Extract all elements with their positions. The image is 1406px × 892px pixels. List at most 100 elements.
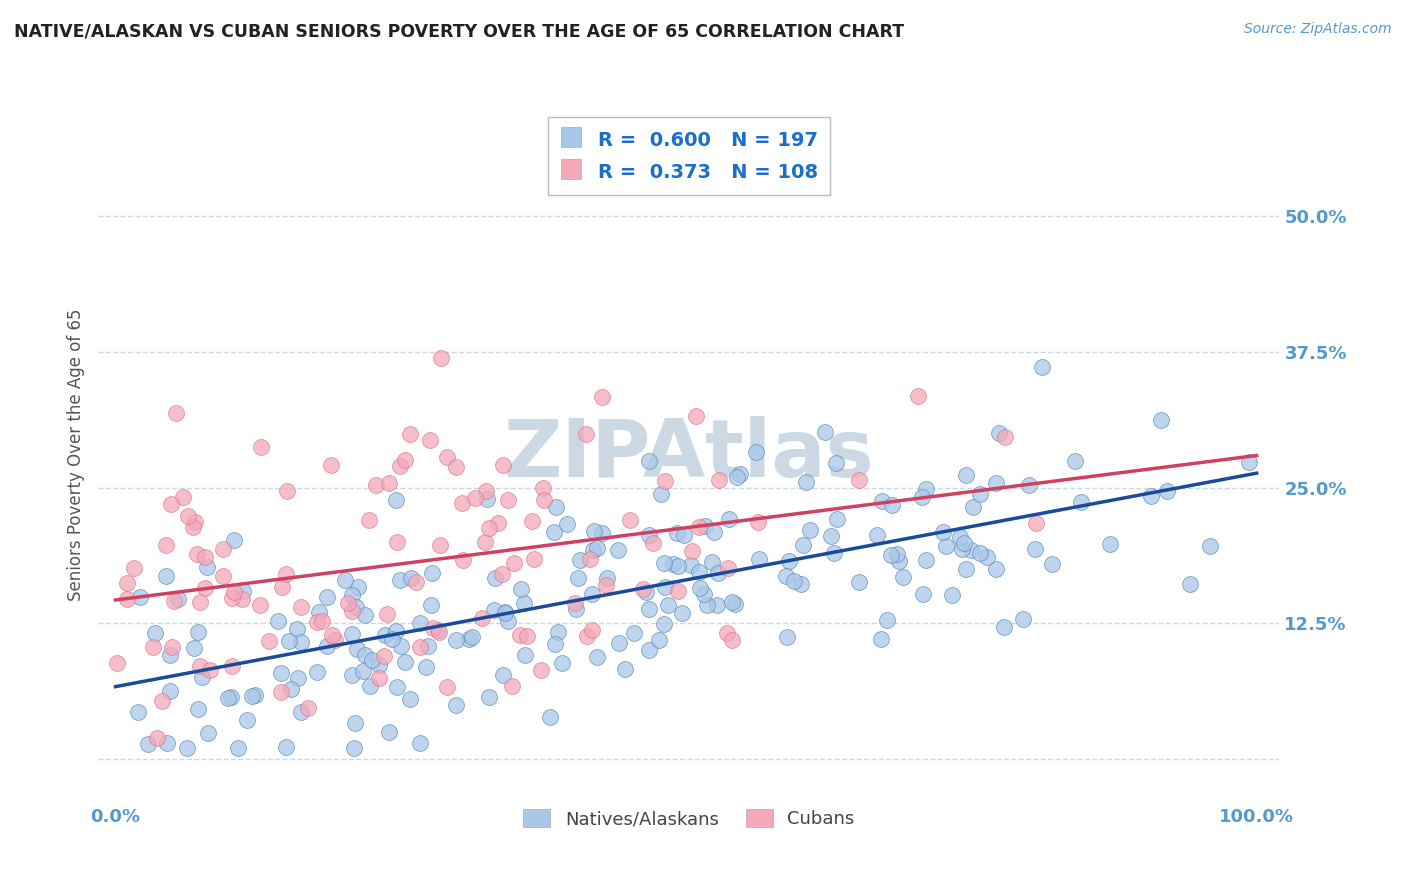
Point xyxy=(478,521,501,535)
Point xyxy=(567,571,589,585)
Point xyxy=(551,656,574,670)
Point xyxy=(333,573,356,587)
Point xyxy=(586,649,609,664)
Point xyxy=(1040,558,1063,572)
Point xyxy=(307,615,329,629)
Point xyxy=(721,633,744,648)
Point xyxy=(415,660,437,674)
Point xyxy=(725,470,748,484)
Text: NATIVE/ALASKAN VS CUBAN SENIORS POVERTY OVER THE AGE OF 65 CORRELATION CHART: NATIVE/ALASKAN VS CUBAN SENIORS POVERTY … xyxy=(14,22,904,40)
Point xyxy=(591,390,613,404)
Point xyxy=(385,492,408,507)
Point xyxy=(969,546,991,560)
Point xyxy=(297,701,319,715)
Point xyxy=(188,659,211,673)
Point xyxy=(353,608,375,623)
Point xyxy=(654,474,676,488)
Point xyxy=(128,590,150,604)
Point xyxy=(360,653,382,667)
Point xyxy=(1139,489,1161,503)
Point xyxy=(1031,360,1053,375)
Point xyxy=(388,459,411,474)
Point xyxy=(547,624,569,639)
Point xyxy=(520,514,543,528)
Point xyxy=(679,558,702,573)
Point xyxy=(494,606,516,620)
Point xyxy=(243,688,266,702)
Point xyxy=(232,583,254,598)
Point xyxy=(976,550,998,565)
Point xyxy=(240,689,263,703)
Point xyxy=(498,492,520,507)
Point xyxy=(688,519,710,533)
Point xyxy=(177,508,200,523)
Point xyxy=(652,616,675,631)
Point xyxy=(359,679,381,693)
Point xyxy=(962,500,984,514)
Point xyxy=(172,490,194,504)
Point xyxy=(378,476,401,491)
Point xyxy=(474,535,496,549)
Point xyxy=(290,635,312,649)
Point xyxy=(394,655,416,669)
Point xyxy=(422,566,444,580)
Point xyxy=(685,409,707,423)
Point xyxy=(221,659,243,673)
Point xyxy=(198,664,221,678)
Point xyxy=(533,493,555,508)
Point xyxy=(585,541,607,555)
Point xyxy=(257,634,280,648)
Point xyxy=(932,524,955,539)
Legend: Natives/Alaskans, Cubans: Natives/Alaskans, Cubans xyxy=(516,802,862,836)
Point xyxy=(775,568,797,582)
Point xyxy=(848,473,870,487)
Point xyxy=(1064,454,1087,468)
Point xyxy=(638,454,661,468)
Point xyxy=(1156,483,1178,498)
Point xyxy=(385,624,408,639)
Text: ZIPAtlas: ZIPAtlas xyxy=(503,416,875,494)
Point xyxy=(595,577,617,591)
Point xyxy=(366,478,388,492)
Point xyxy=(1180,577,1202,591)
Point xyxy=(436,681,458,695)
Point xyxy=(183,515,205,529)
Point xyxy=(792,538,814,552)
Point xyxy=(399,691,422,706)
Point xyxy=(876,613,898,627)
Point xyxy=(105,656,128,670)
Point xyxy=(482,603,505,617)
Point xyxy=(637,528,659,542)
Point xyxy=(377,725,399,739)
Point xyxy=(194,582,217,596)
Point xyxy=(935,540,957,554)
Point xyxy=(316,590,339,604)
Point xyxy=(270,685,292,699)
Point xyxy=(354,648,377,663)
Point xyxy=(538,710,561,724)
Point xyxy=(1237,455,1260,469)
Point xyxy=(127,706,149,720)
Point xyxy=(342,741,364,756)
Point xyxy=(666,584,689,599)
Point xyxy=(165,406,187,420)
Point xyxy=(825,512,848,526)
Point xyxy=(648,632,671,647)
Point xyxy=(671,606,693,620)
Point xyxy=(427,624,450,639)
Point xyxy=(486,516,509,531)
Point xyxy=(569,552,592,566)
Point xyxy=(637,601,659,615)
Point xyxy=(492,458,515,472)
Point xyxy=(745,445,768,459)
Point xyxy=(271,580,294,594)
Point xyxy=(117,576,139,591)
Point xyxy=(650,487,672,501)
Point xyxy=(155,539,177,553)
Point xyxy=(814,425,837,439)
Point xyxy=(636,584,658,599)
Point xyxy=(211,542,233,557)
Point xyxy=(1149,413,1171,427)
Point xyxy=(444,698,467,713)
Point xyxy=(747,516,769,530)
